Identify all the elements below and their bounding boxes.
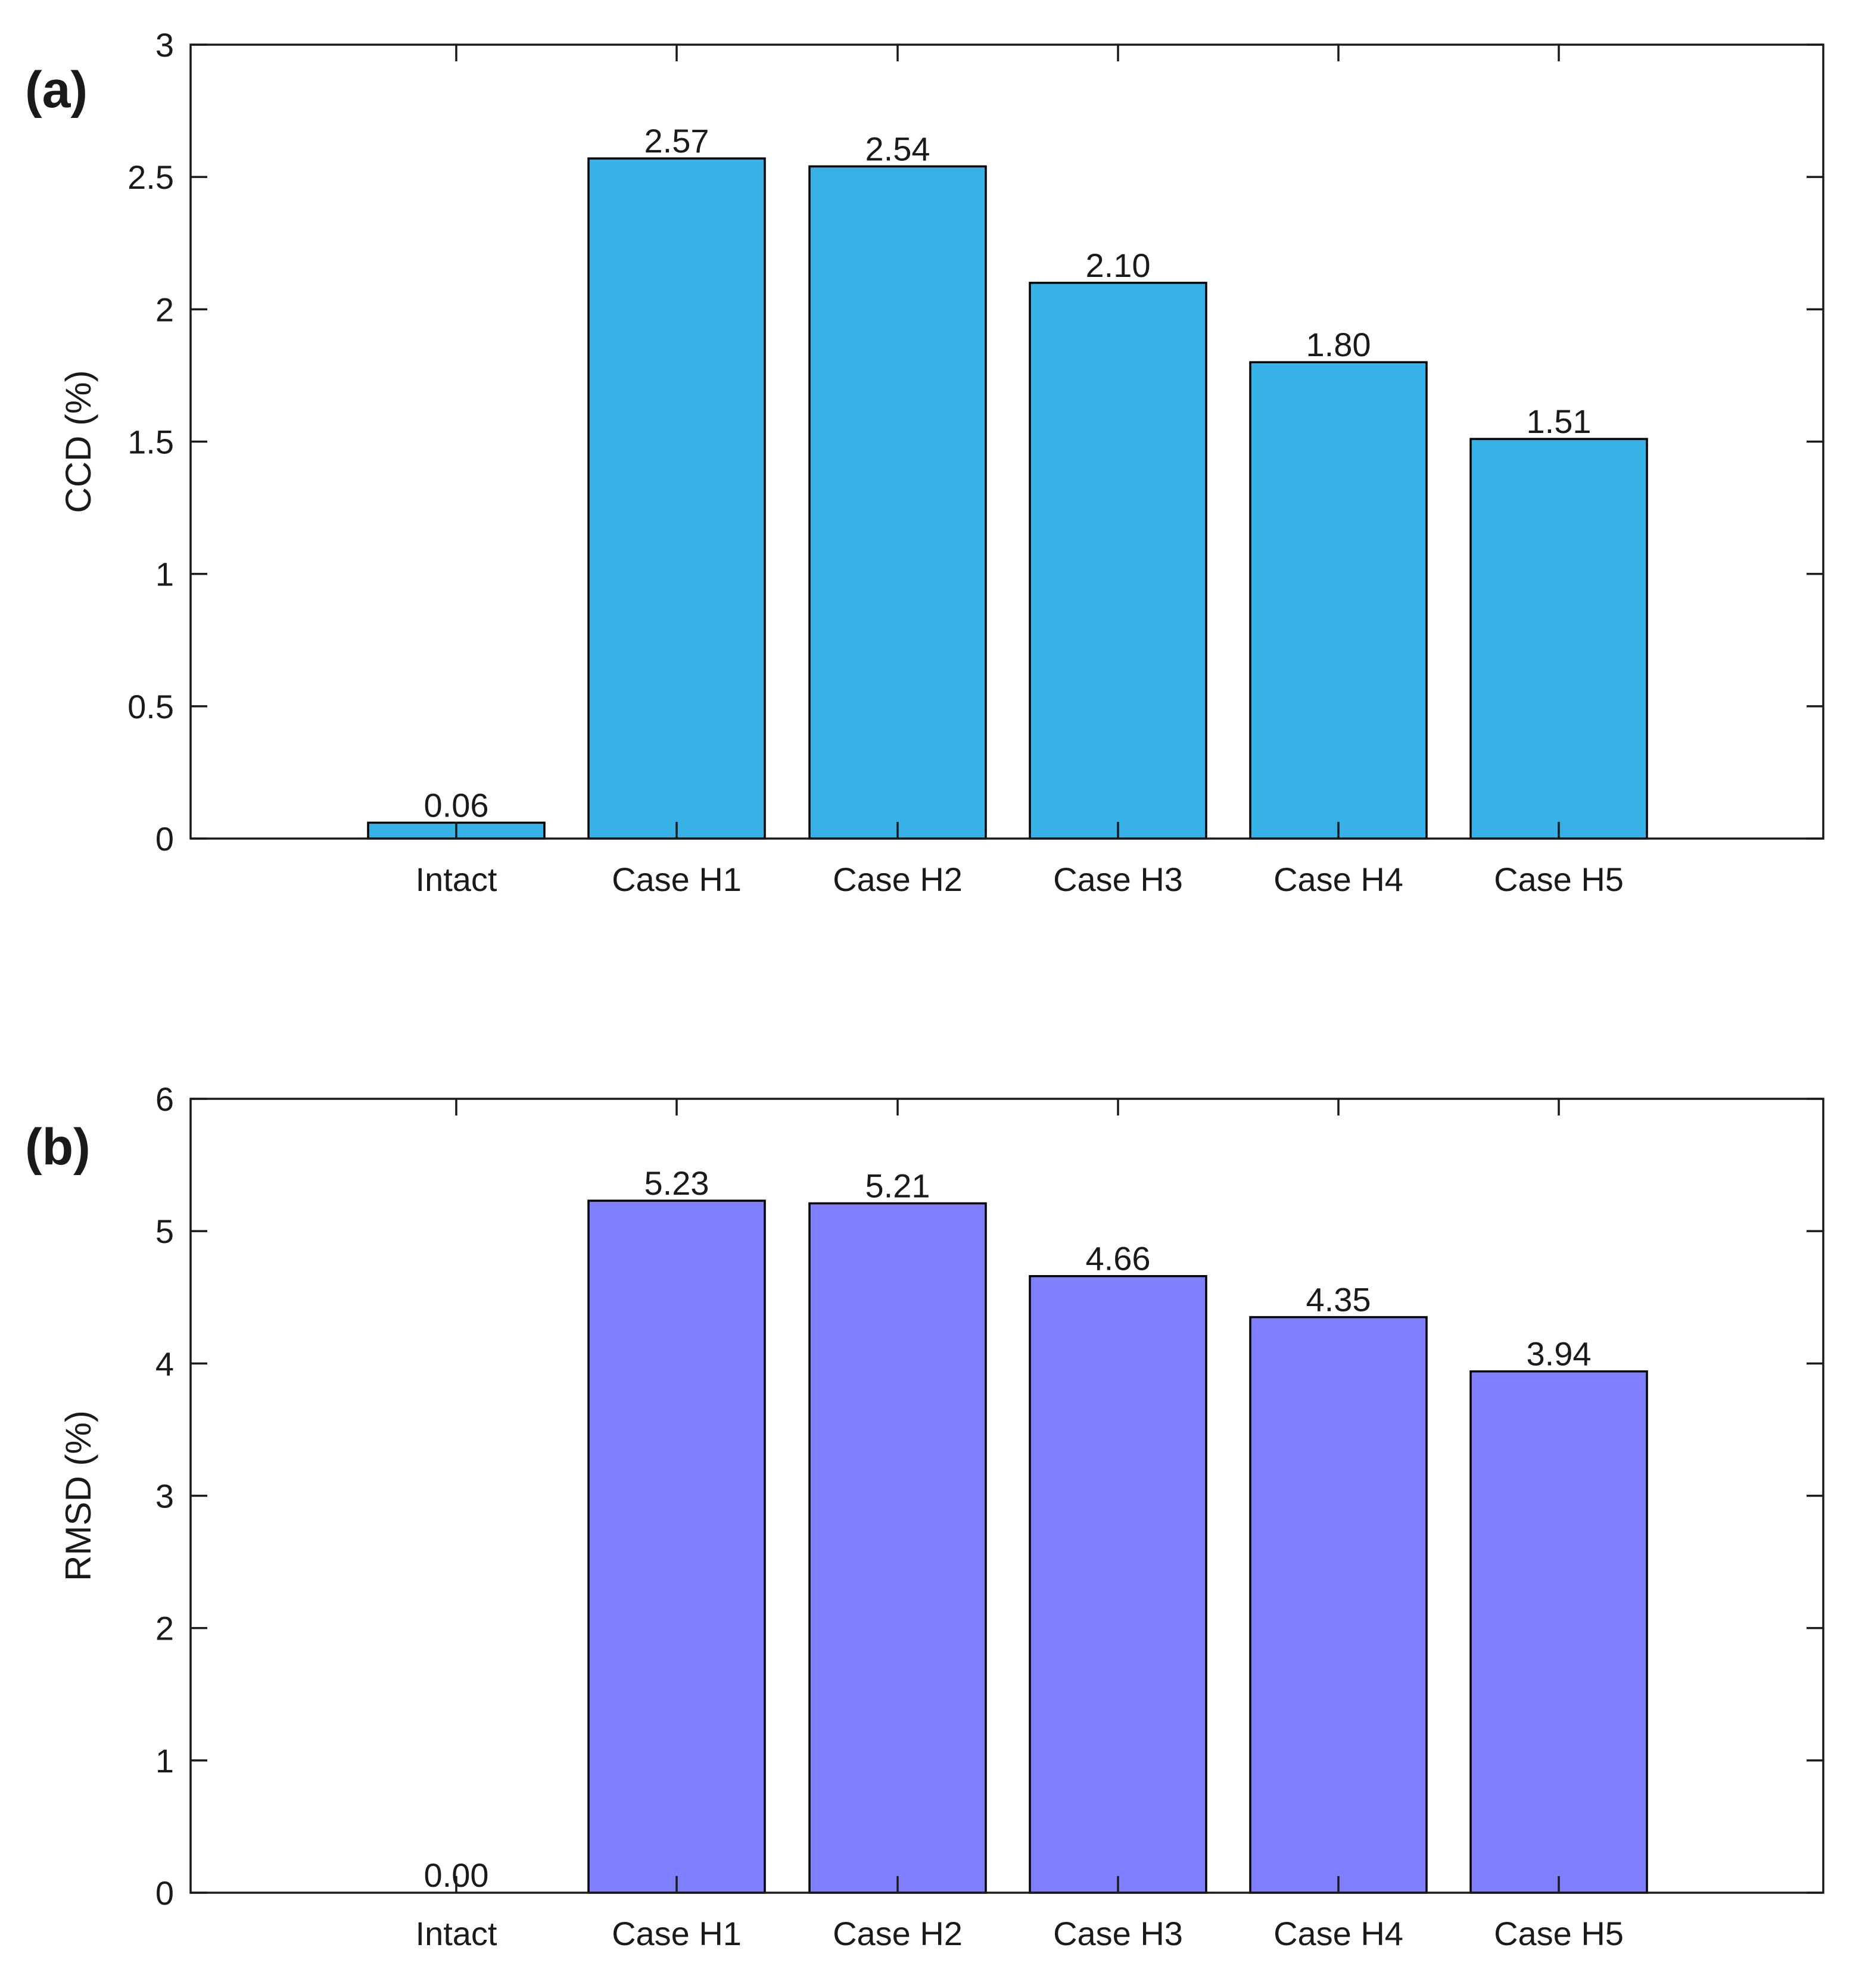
- data-label: 2.54: [865, 130, 930, 167]
- x-tick-label: Intact: [416, 1915, 497, 1952]
- x-tick-label: Case H2: [833, 861, 963, 898]
- y-tick-label: 1: [155, 1742, 174, 1780]
- bar-case-h5: [1469, 1370, 1648, 1894]
- y-tick-label: 4: [155, 1345, 174, 1382]
- x-tick-label: Case H3: [1053, 861, 1183, 898]
- bar-case-h2: [808, 1202, 987, 1894]
- x-tick-label: Case H4: [1273, 1915, 1403, 1952]
- data-label: 1.51: [1527, 403, 1592, 440]
- bar-case-h4: [1249, 361, 1428, 840]
- data-label: 5.21: [865, 1167, 930, 1205]
- data-label: 1.80: [1306, 326, 1371, 363]
- y-axis-label: RMSD (%): [58, 1410, 98, 1581]
- x-tick-label: Case H1: [612, 1915, 742, 1952]
- y-axis-label: CCD (%): [58, 370, 98, 513]
- x-tick-label: Case H5: [1494, 861, 1624, 898]
- data-label: 2.10: [1086, 247, 1151, 284]
- bar-case-h3: [1029, 282, 1207, 840]
- data-label: 4.35: [1306, 1281, 1371, 1319]
- bar-case-h2: [808, 165, 987, 840]
- panel-a: (a) 0 0.5 1 1.5 2 2.5 3 Intact Case H1 Case H2 Case…: [25, 26, 1824, 898]
- bar-case-h1: [587, 1199, 766, 1894]
- x-tick-label: Case H3: [1053, 1915, 1183, 1952]
- panel-label: (b): [25, 1118, 91, 1176]
- panel-label: (a): [25, 61, 88, 119]
- data-label: 0.06: [424, 786, 489, 824]
- bar-case-h5: [1469, 438, 1648, 840]
- y-tick-label: 0: [155, 1874, 174, 1912]
- y-tick-label: 1: [155, 556, 174, 593]
- y-tick-label: 3: [155, 1478, 174, 1515]
- y-tick-label: 1.5: [127, 423, 174, 461]
- data-label: 0.00: [424, 1856, 489, 1894]
- y-tick-label: 5: [155, 1213, 174, 1250]
- data-label: 4.66: [1086, 1240, 1151, 1277]
- x-tick-label: Case H4: [1273, 861, 1403, 898]
- y-tick-label: 2.5: [127, 158, 174, 196]
- bar-case-h3: [1029, 1275, 1207, 1894]
- data-label: 3.94: [1527, 1335, 1592, 1373]
- x-tick-label: Intact: [416, 861, 497, 898]
- data-label: 2.57: [644, 122, 709, 160]
- y-tick-label: 0: [155, 820, 174, 858]
- x-tick-label: Case H2: [833, 1915, 963, 1952]
- bar-case-h1: [587, 157, 766, 840]
- y-tick-label: 2: [155, 291, 174, 328]
- y-tick-label: 2: [155, 1610, 174, 1647]
- x-tick-label: Case H5: [1494, 1915, 1624, 1952]
- data-label: 5.23: [644, 1164, 709, 1202]
- panel-b: (b) 0 1 2 3 4 5 6 Intact Case H1 Case H2 Case H3 Cas…: [25, 1080, 1824, 1952]
- y-tick-label: 3: [155, 26, 174, 64]
- y-tick-label: 0.5: [127, 688, 174, 725]
- x-tick-label: Case H1: [612, 861, 742, 898]
- bar-case-h4: [1249, 1316, 1428, 1894]
- y-tick-label: 6: [155, 1080, 174, 1118]
